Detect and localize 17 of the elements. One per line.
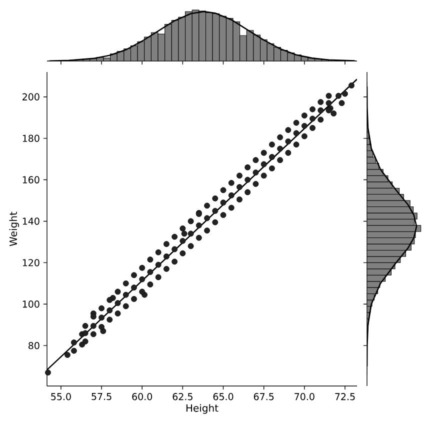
x-tick-label: 57.5 <box>92 393 112 400</box>
x-tick-label: 60.0 <box>132 393 152 400</box>
x-tick-label: 67.5 <box>254 393 274 400</box>
x-tick-label: 70.0 <box>294 393 314 400</box>
x-tick-label: 65.0 <box>213 393 234 400</box>
x-tick-label: 55.0 <box>51 393 71 400</box>
y-tick-label: 200 <box>22 93 40 100</box>
y-tick-label: 140 <box>22 218 40 225</box>
y-tick-label: 100 <box>22 300 40 308</box>
x-tick-label: 72.5 <box>335 393 355 400</box>
x-axis-title: Height <box>186 404 218 414</box>
x-tick-label: 62.5 <box>172 393 192 400</box>
y-axis-title: Weight <box>9 212 19 246</box>
y-tick-label: 120 <box>22 259 40 266</box>
y-tick-label: 80 <box>28 342 40 350</box>
y-tick-label: 160 <box>22 176 40 184</box>
y-tick-label: 180 <box>22 134 40 142</box>
